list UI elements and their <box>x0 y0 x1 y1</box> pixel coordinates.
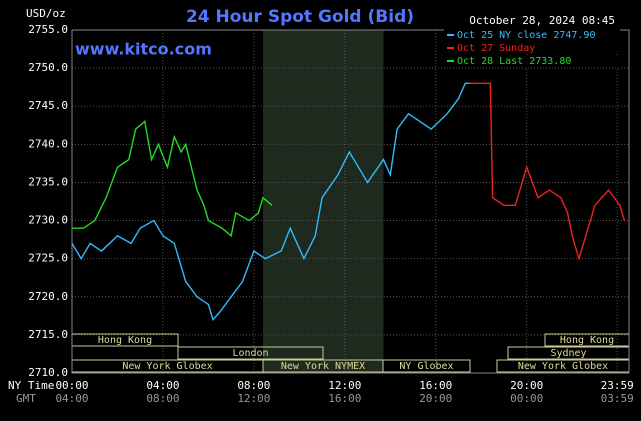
x-tick-label: 04:00 <box>146 379 179 392</box>
legend-bg <box>444 42 620 54</box>
x2-tick-label: 04:00 <box>55 392 88 405</box>
y-tick-label: 2725.0 <box>28 252 68 265</box>
session-label: NY Globex <box>399 361 453 372</box>
x-tick-label: 08:00 <box>237 379 270 392</box>
x2-tick-label: 08:00 <box>146 392 179 405</box>
session-label: Sydney <box>550 348 586 359</box>
x-tick-label: 16:00 <box>419 379 452 392</box>
x2-tick-label: 20:00 <box>419 392 452 405</box>
chart-title: 24 Hour Spot Gold (Bid) <box>186 7 414 27</box>
line-series <box>71 82 470 322</box>
x-tick-label: 12:00 <box>328 379 361 392</box>
session-label: London <box>232 348 268 359</box>
legend-bg <box>444 55 620 67</box>
x2-tick-label: 03:59 <box>601 392 634 405</box>
x-tick-label: 23:59 <box>601 379 634 392</box>
line-series <box>72 120 273 238</box>
legend-label: Oct 25 NY close 2747.90 <box>457 30 595 41</box>
x-tick-label: 00:00 <box>55 379 88 392</box>
session-box <box>177 346 324 360</box>
y-tick-label: 2720.0 <box>28 290 68 303</box>
x2-tick-label: 00:00 <box>510 392 543 405</box>
legend-label: Oct 28 Last 2733.80 <box>457 56 571 67</box>
y-tick-label: 2730.0 <box>28 214 68 227</box>
y-tick-label: 2735.0 <box>28 175 68 188</box>
y-axis-label: USD/oz <box>26 7 66 20</box>
date: October 28, 2024 08:45 <box>469 14 615 27</box>
session-box <box>382 359 471 373</box>
x2-axis-label: GMT <box>16 392 36 405</box>
legend-label: Oct 27 Sunday <box>457 43 535 54</box>
y-tick-label: 2745.0 <box>28 99 68 112</box>
y-tick-label: 2715.0 <box>28 328 68 341</box>
y-tick-label: 2755.0 <box>28 23 68 36</box>
line-series <box>469 82 626 262</box>
x2-tick-label: 16:00 <box>328 392 361 405</box>
shaded-region <box>262 30 384 373</box>
subtitle: www.kitco.com <box>75 40 212 59</box>
x-tick-label: 20:00 <box>510 379 543 392</box>
session-label: Hong Kong <box>98 335 152 346</box>
session-label: New York Globex <box>122 361 212 372</box>
plot-frame <box>71 29 630 374</box>
x-axis-label: NY Time <box>8 379 54 392</box>
y-tick-label: 2740.0 <box>28 137 68 150</box>
legend-bg <box>444 29 620 41</box>
y-tick-label: 2750.0 <box>28 61 68 74</box>
y-tick-label: 2710.0 <box>28 366 68 379</box>
session-label: Hong Kong <box>560 335 614 346</box>
session-label: New York Globex <box>518 361 608 372</box>
session-label: New York NYMEX <box>281 361 365 372</box>
x2-tick-label: 12:00 <box>237 392 270 405</box>
